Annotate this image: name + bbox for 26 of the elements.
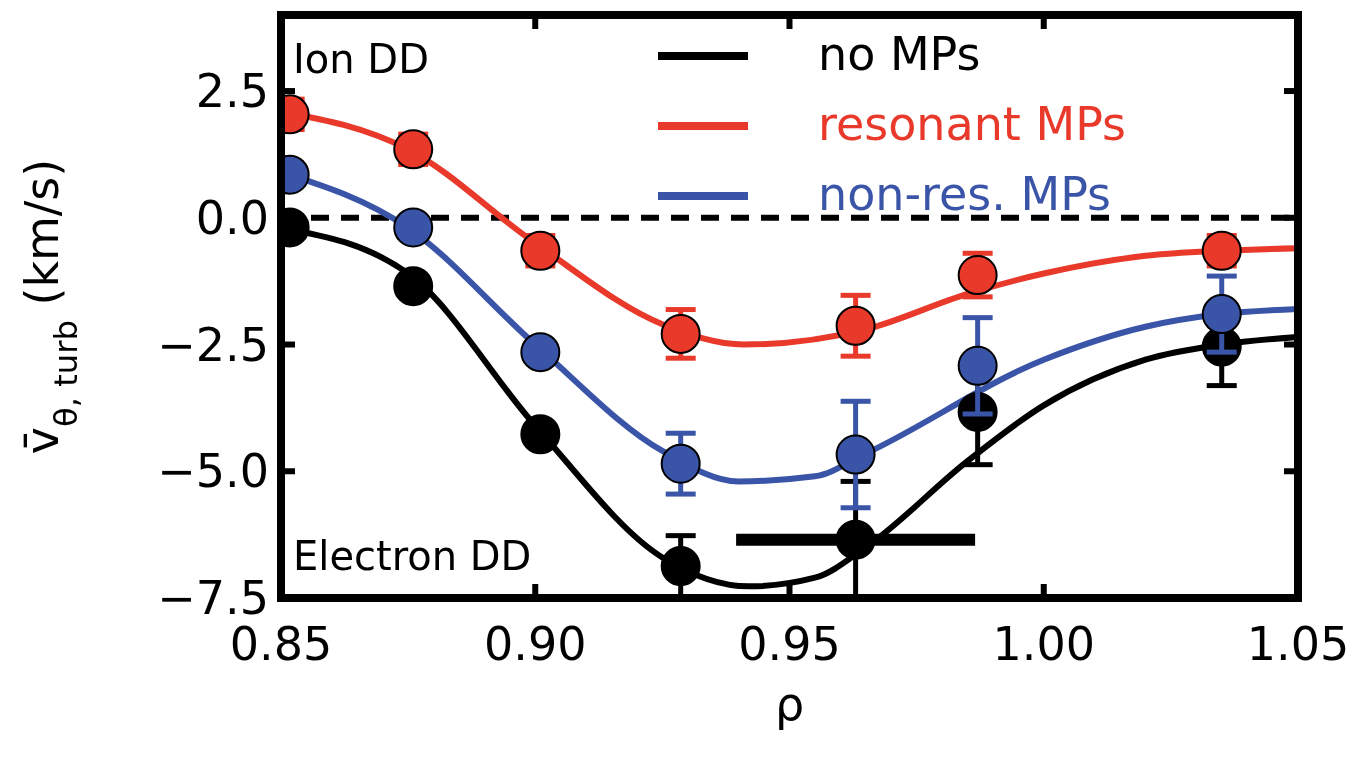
point bbox=[835, 519, 876, 560]
legend-label: no MPs bbox=[818, 27, 981, 81]
point bbox=[835, 305, 876, 346]
annotation: Electron DD bbox=[293, 533, 532, 579]
annotation: Ion DD bbox=[293, 36, 429, 82]
x-axis-title: ρ bbox=[774, 677, 805, 731]
point bbox=[957, 345, 998, 386]
legend-label: resonant MPs bbox=[818, 97, 1127, 151]
point bbox=[520, 332, 561, 373]
point bbox=[835, 434, 876, 475]
y-tick-label: −5.0 bbox=[157, 444, 269, 499]
y-tick-label: 0.0 bbox=[195, 190, 269, 245]
point bbox=[660, 313, 701, 354]
y-tick-label: 2.5 bbox=[195, 64, 269, 119]
x-tick-label: 0.95 bbox=[738, 617, 841, 671]
point bbox=[393, 266, 434, 307]
legend-label: non-res. MPs bbox=[818, 167, 1112, 221]
point bbox=[1201, 294, 1242, 335]
y-tick-label: −2.5 bbox=[157, 317, 269, 372]
x-tick-label: 1.00 bbox=[992, 617, 1095, 671]
x-tick-label: 1.05 bbox=[1246, 617, 1350, 671]
point bbox=[393, 207, 434, 248]
point bbox=[660, 443, 701, 484]
point bbox=[660, 546, 701, 587]
x-tick-label: 0.90 bbox=[484, 617, 587, 671]
point bbox=[520, 414, 561, 455]
